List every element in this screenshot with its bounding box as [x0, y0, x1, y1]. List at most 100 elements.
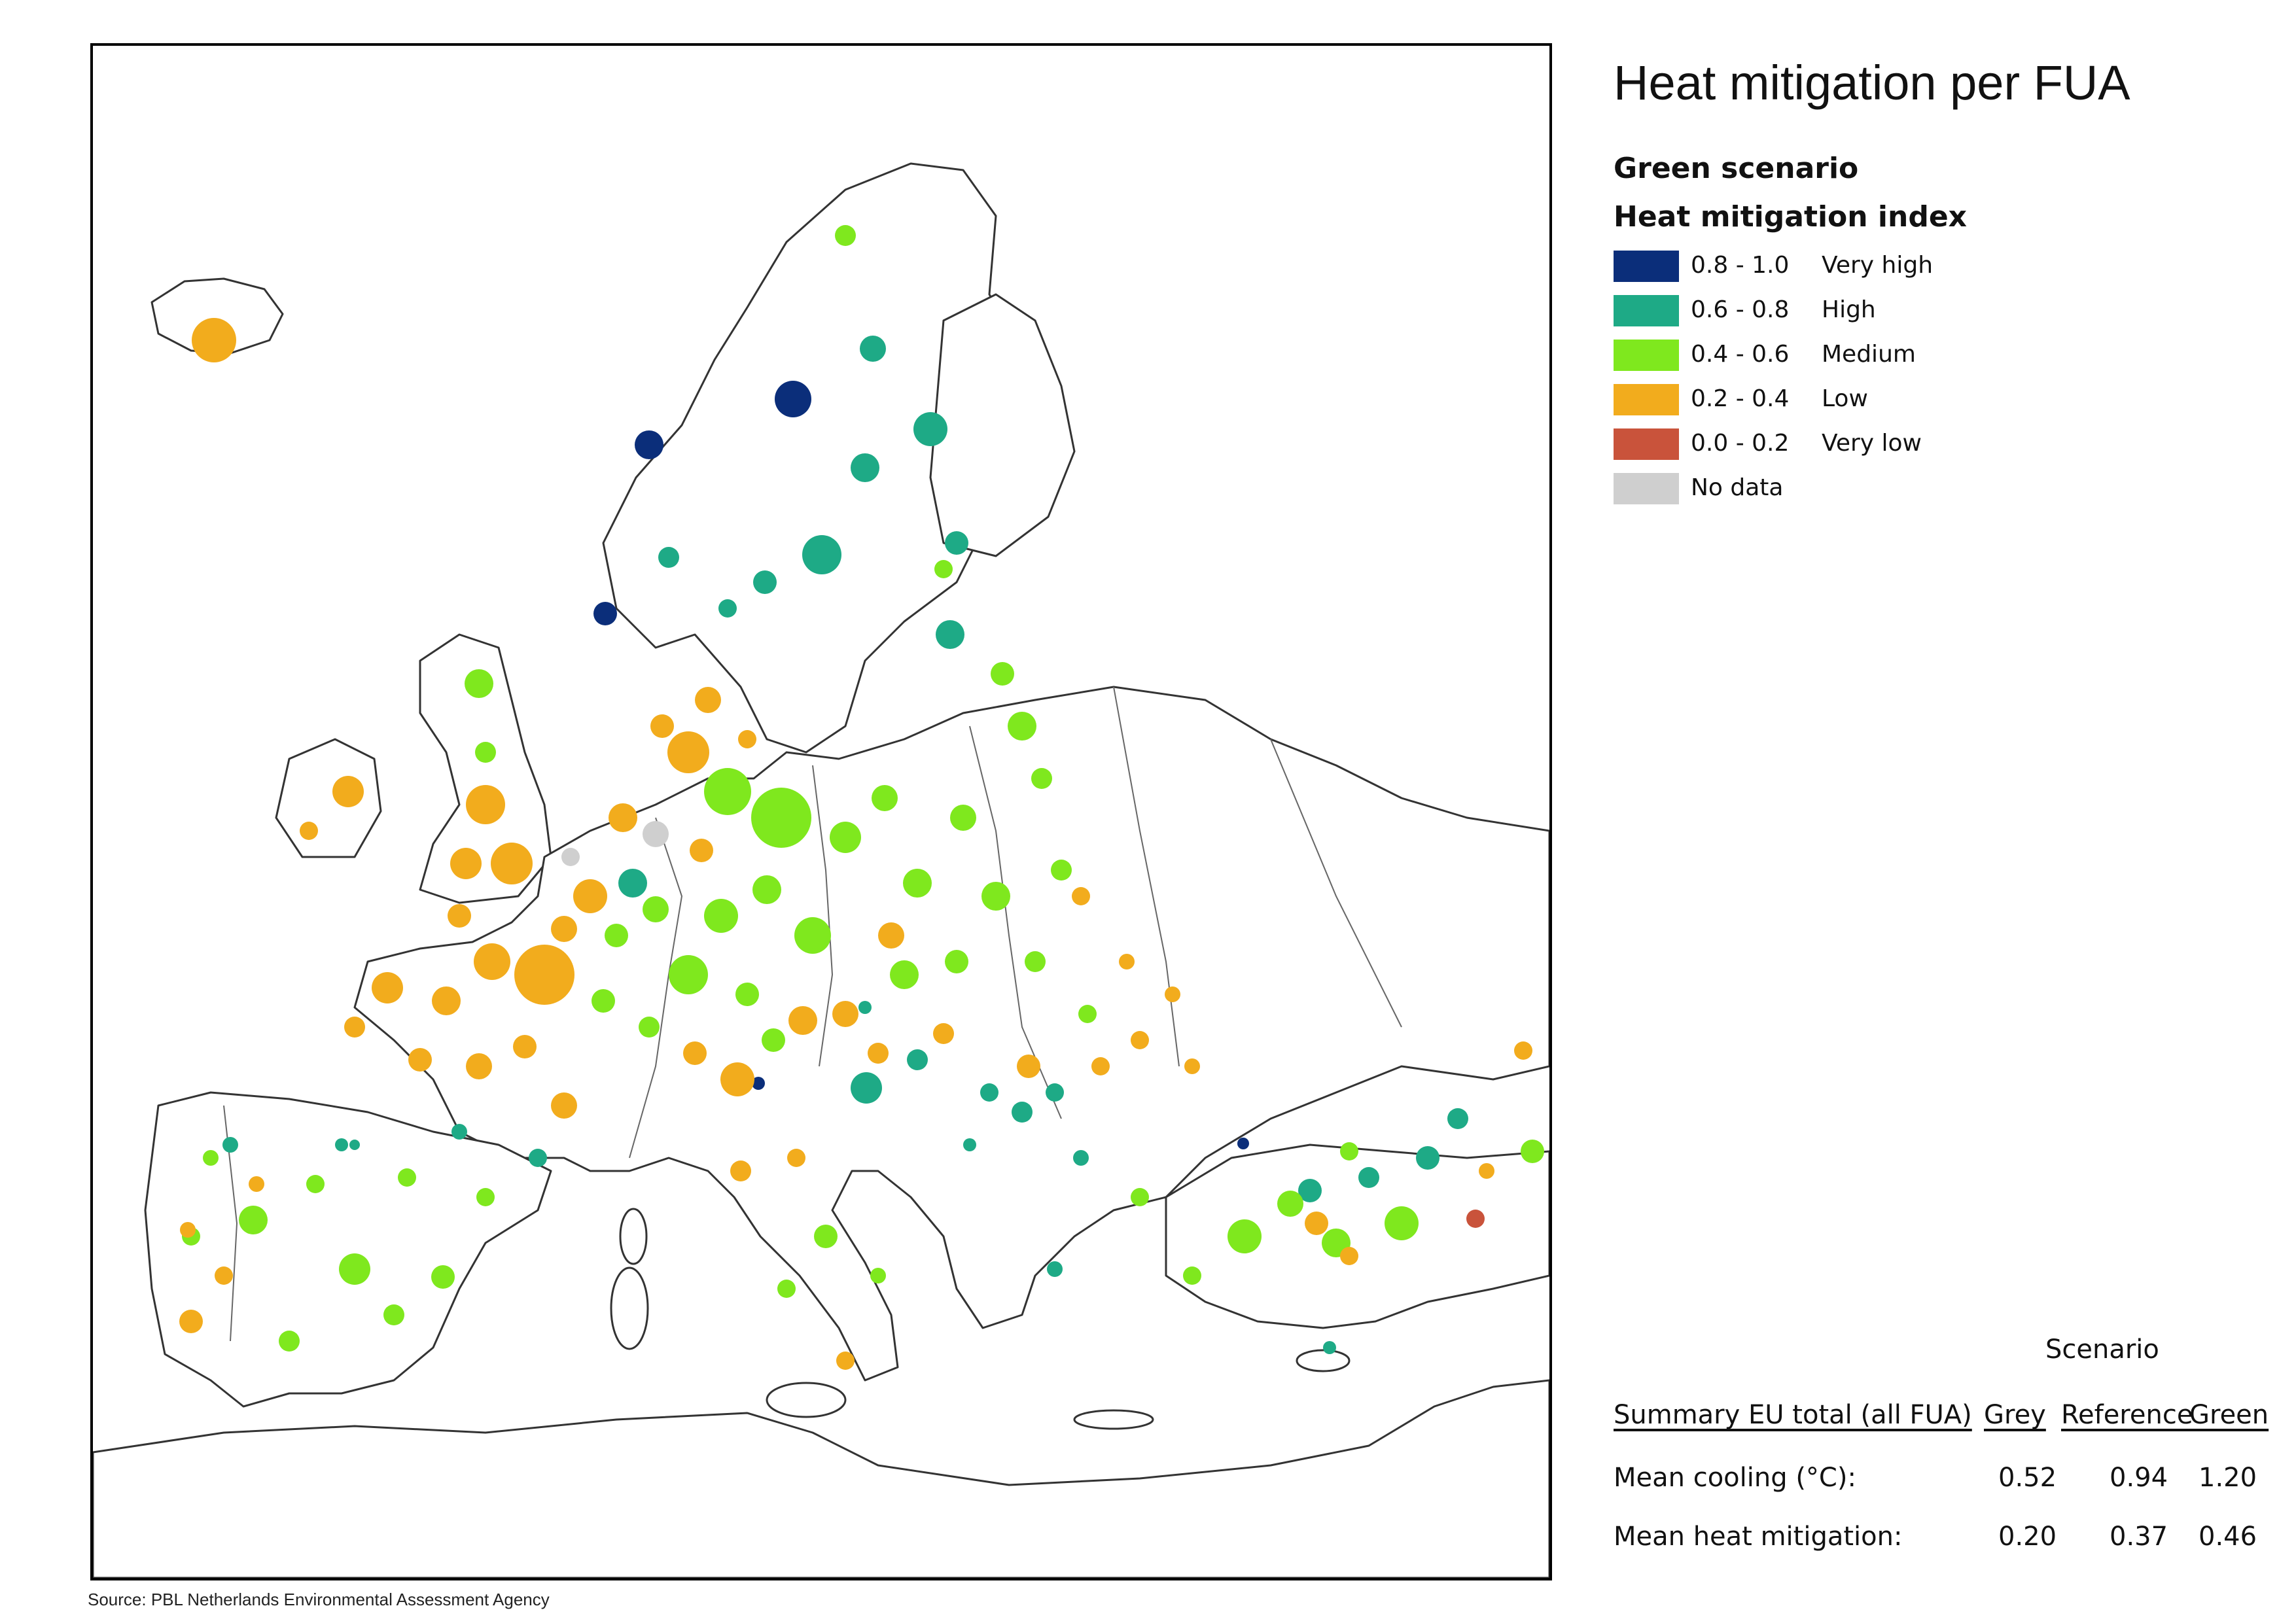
- fua-area[interactable]: [1466, 1210, 1485, 1228]
- fua-area[interactable]: [830, 822, 861, 853]
- fua-area[interactable]: [950, 805, 976, 831]
- fua-area[interactable]: [466, 785, 505, 824]
- fua-area[interactable]: [872, 785, 898, 811]
- fua-area[interactable]: [491, 843, 533, 884]
- fua-area[interactable]: [1131, 1031, 1149, 1049]
- fua-area[interactable]: [551, 916, 577, 942]
- fua-area[interactable]: [752, 875, 781, 904]
- fua-area[interactable]: [465, 669, 493, 698]
- europe-map[interactable]: [93, 46, 1549, 1578]
- fua-area[interactable]: [1479, 1163, 1494, 1179]
- fua-area[interactable]: [794, 917, 831, 954]
- fua-area[interactable]: [605, 924, 628, 947]
- fua-area[interactable]: [1078, 1005, 1097, 1023]
- fua-area[interactable]: [179, 1310, 203, 1333]
- fua-area[interactable]: [787, 1149, 805, 1167]
- fua-area[interactable]: [695, 687, 721, 713]
- fua-area[interactable]: [788, 1006, 817, 1035]
- fua-area[interactable]: [451, 1124, 467, 1140]
- fua-area[interactable]: [753, 570, 777, 594]
- fua-area[interactable]: [718, 599, 737, 618]
- fua-area[interactable]: [639, 1017, 660, 1038]
- fua-area[interactable]: [593, 602, 617, 625]
- fua-area[interactable]: [215, 1266, 233, 1285]
- fua-area[interactable]: [1385, 1206, 1419, 1240]
- fua-area[interactable]: [963, 1138, 976, 1151]
- fua-area[interactable]: [1046, 1083, 1064, 1102]
- fua-area[interactable]: [192, 318, 236, 362]
- fua-area[interactable]: [730, 1161, 751, 1181]
- fua-area[interactable]: [573, 879, 607, 913]
- fua-area[interactable]: [450, 848, 482, 879]
- fua-area[interactable]: [913, 412, 947, 446]
- fua-area[interactable]: [936, 620, 964, 649]
- fua-area[interactable]: [1073, 1150, 1089, 1166]
- fua-area[interactable]: [868, 1043, 889, 1064]
- fua-area[interactable]: [650, 714, 674, 738]
- fua-area[interactable]: [934, 560, 953, 578]
- fua-area[interactable]: [1091, 1057, 1110, 1075]
- fua-area[interactable]: [1227, 1219, 1262, 1253]
- fua-area[interactable]: [835, 225, 856, 246]
- fua-area[interactable]: [513, 1035, 537, 1058]
- fua-area[interactable]: [752, 1077, 765, 1090]
- fua-area[interactable]: [814, 1225, 838, 1248]
- fua-area[interactable]: [635, 430, 663, 459]
- fua-area[interactable]: [514, 945, 574, 1005]
- fua-area[interactable]: [832, 1001, 858, 1027]
- fua-area[interactable]: [1031, 768, 1052, 789]
- fua-area[interactable]: [870, 1268, 886, 1283]
- fua-area[interactable]: [466, 1053, 492, 1079]
- fua-area[interactable]: [398, 1168, 416, 1187]
- fua-area[interactable]: [222, 1137, 238, 1153]
- fua-area[interactable]: [683, 1041, 707, 1065]
- fua-area[interactable]: [239, 1206, 268, 1234]
- fua-area[interactable]: [1047, 1261, 1063, 1277]
- fua-area[interactable]: [704, 768, 751, 815]
- fua-area[interactable]: [1340, 1142, 1358, 1161]
- fua-area[interactable]: [1184, 1058, 1200, 1074]
- fua-area[interactable]: [1025, 951, 1046, 972]
- fua-area[interactable]: [945, 950, 968, 973]
- fua-area[interactable]: [300, 822, 318, 840]
- fua-area[interactable]: [643, 896, 669, 922]
- fua-area[interactable]: [592, 989, 615, 1013]
- fua-area[interactable]: [551, 1092, 577, 1119]
- fua-area[interactable]: [372, 972, 403, 1003]
- fua-area[interactable]: [1072, 887, 1090, 905]
- fua-area[interactable]: [981, 882, 1010, 911]
- fua-area[interactable]: [344, 1017, 365, 1038]
- fua-area[interactable]: [775, 381, 811, 417]
- fua-area[interactable]: [335, 1138, 348, 1151]
- fua-area[interactable]: [249, 1176, 264, 1192]
- fua-area[interactable]: [476, 1188, 495, 1206]
- fua-area[interactable]: [777, 1280, 796, 1298]
- fua-area[interactable]: [203, 1150, 219, 1166]
- fua-area[interactable]: [907, 1049, 928, 1070]
- fua-area[interactable]: [890, 960, 919, 989]
- fua-area[interactable]: [991, 662, 1014, 686]
- fua-area[interactable]: [1165, 986, 1180, 1002]
- fua-area[interactable]: [851, 1072, 882, 1104]
- fua-area[interactable]: [851, 453, 879, 482]
- fua-area[interactable]: [180, 1222, 196, 1238]
- fua-area[interactable]: [1298, 1179, 1322, 1202]
- fua-area[interactable]: [658, 547, 679, 568]
- fua-area[interactable]: [1521, 1140, 1544, 1163]
- fua-area[interactable]: [751, 788, 811, 848]
- fua-area[interactable]: [720, 1062, 754, 1096]
- fua-area[interactable]: [432, 986, 461, 1015]
- fua-area[interactable]: [643, 821, 669, 847]
- fua-area[interactable]: [561, 848, 580, 866]
- fua-area[interactable]: [802, 535, 841, 574]
- fua-area[interactable]: [1323, 1341, 1336, 1354]
- fua-area[interactable]: [669, 955, 708, 994]
- fua-area[interactable]: [1340, 1247, 1358, 1265]
- fua-area[interactable]: [474, 943, 510, 980]
- fua-area[interactable]: [1277, 1191, 1303, 1217]
- fua-area[interactable]: [609, 803, 637, 832]
- fua-area[interactable]: [704, 899, 738, 933]
- fua-area[interactable]: [279, 1331, 300, 1352]
- fua-area[interactable]: [1183, 1266, 1201, 1285]
- fua-area[interactable]: [349, 1140, 360, 1150]
